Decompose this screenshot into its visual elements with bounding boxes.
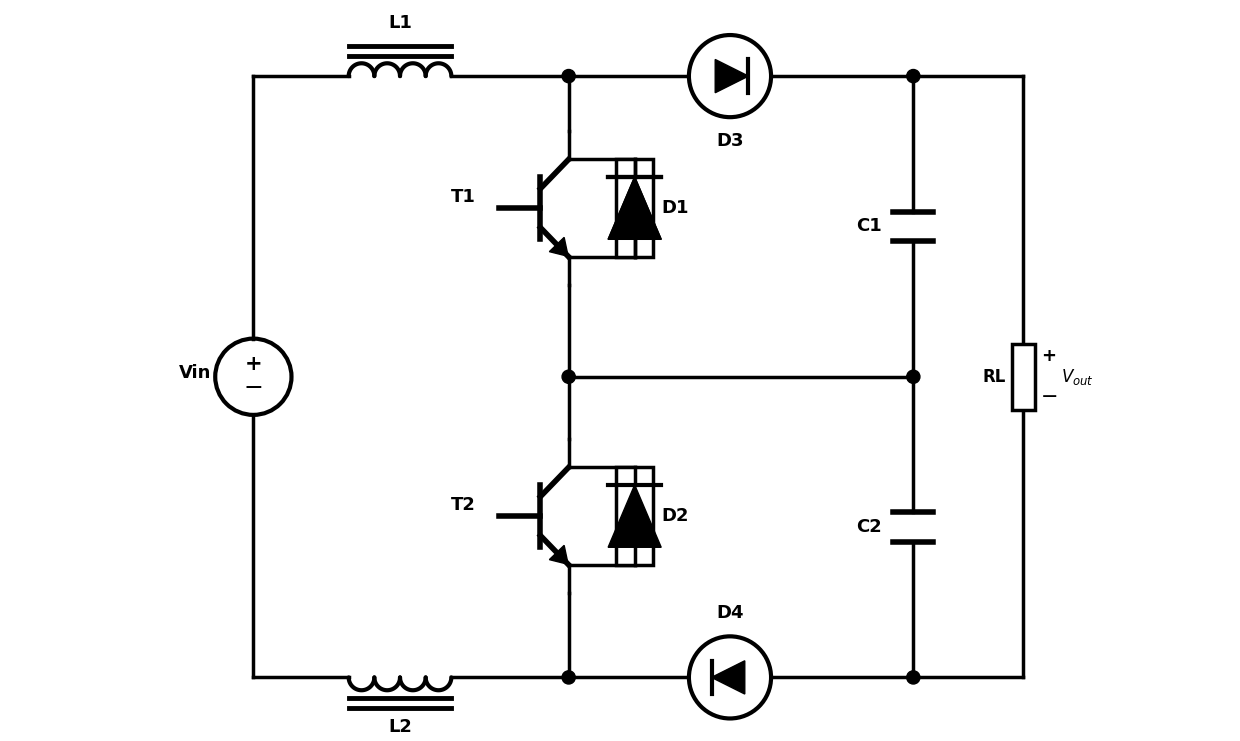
Polygon shape bbox=[715, 59, 749, 93]
Text: T2: T2 bbox=[451, 496, 476, 514]
Circle shape bbox=[906, 70, 920, 83]
Polygon shape bbox=[608, 177, 661, 239]
Text: T1: T1 bbox=[451, 188, 476, 206]
Text: +: + bbox=[244, 354, 262, 374]
Polygon shape bbox=[549, 545, 568, 565]
Polygon shape bbox=[549, 237, 568, 256]
Text: D3: D3 bbox=[717, 132, 744, 150]
Circle shape bbox=[906, 671, 920, 684]
Text: L2: L2 bbox=[388, 718, 412, 737]
Text: C2: C2 bbox=[857, 518, 882, 536]
FancyBboxPatch shape bbox=[1012, 344, 1035, 410]
Text: C1: C1 bbox=[857, 217, 882, 236]
Text: D2: D2 bbox=[662, 507, 689, 525]
Circle shape bbox=[562, 370, 575, 383]
FancyBboxPatch shape bbox=[616, 159, 653, 257]
Text: D1: D1 bbox=[662, 199, 689, 217]
Circle shape bbox=[562, 70, 575, 83]
Text: L1: L1 bbox=[388, 14, 412, 33]
Text: RL: RL bbox=[982, 368, 1006, 386]
Text: −: − bbox=[1040, 388, 1059, 408]
Circle shape bbox=[906, 370, 920, 383]
Text: +: + bbox=[1040, 348, 1056, 365]
Text: Vin: Vin bbox=[179, 364, 211, 382]
Circle shape bbox=[562, 671, 575, 684]
Polygon shape bbox=[712, 661, 745, 694]
Text: D4: D4 bbox=[717, 604, 744, 622]
Text: $V_{out}$: $V_{out}$ bbox=[1060, 367, 1094, 387]
Polygon shape bbox=[608, 177, 661, 239]
FancyBboxPatch shape bbox=[616, 468, 653, 565]
Polygon shape bbox=[608, 485, 661, 548]
Text: −: − bbox=[243, 376, 263, 399]
